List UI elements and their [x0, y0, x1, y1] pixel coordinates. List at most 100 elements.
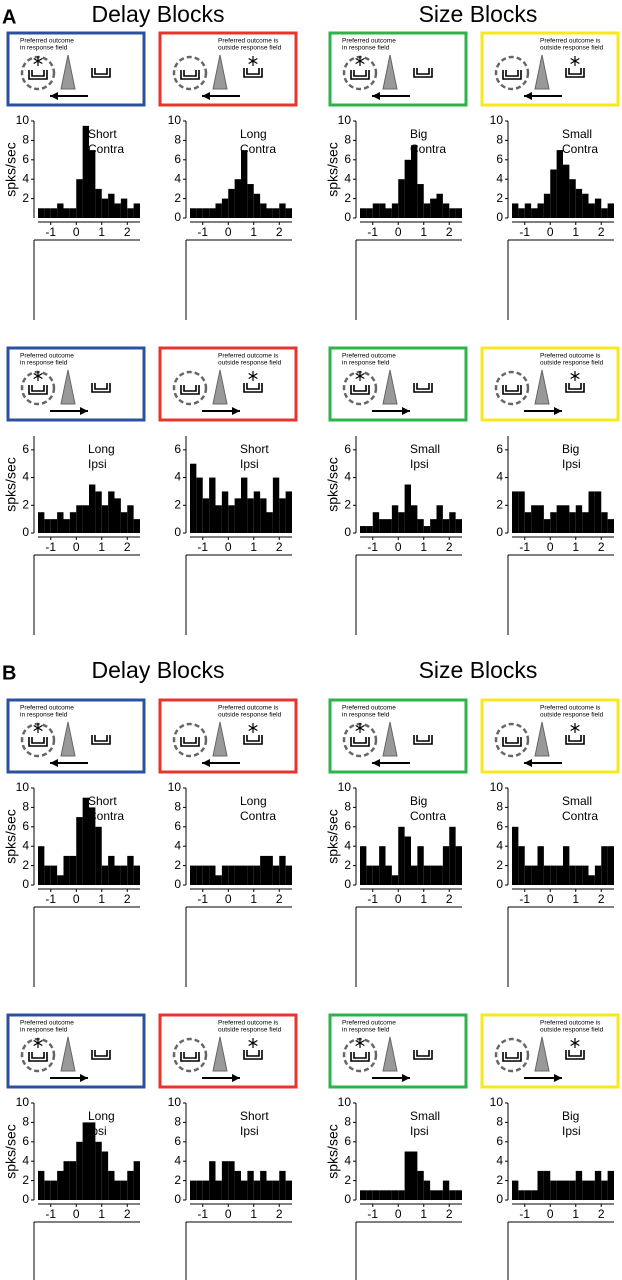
bar	[366, 865, 373, 885]
bar	[436, 1190, 443, 1200]
annotation: Ipsi	[240, 457, 259, 471]
well	[350, 1052, 370, 1062]
box-text: Preferred outcome	[342, 705, 396, 712]
bar	[582, 512, 589, 533]
bar	[209, 208, 216, 218]
annotation: Big	[562, 442, 579, 456]
bar	[366, 526, 373, 533]
annotation: Contra	[562, 142, 598, 156]
bar	[385, 865, 392, 885]
annotation: Contra	[562, 809, 598, 823]
rat	[382, 721, 398, 757]
bar	[57, 512, 64, 533]
well	[243, 735, 263, 745]
y-tick-label: 0	[174, 877, 181, 891]
bar	[196, 865, 203, 885]
y-tick-label: 0	[22, 525, 29, 539]
arrow-head	[80, 1074, 88, 1082]
bar	[366, 208, 373, 218]
bar	[582, 193, 589, 218]
bar	[63, 519, 70, 533]
bar	[582, 1180, 589, 1200]
bar	[196, 1180, 203, 1200]
asterisk	[570, 724, 580, 732]
rat	[60, 369, 76, 405]
bar	[372, 865, 380, 885]
x-tick-label: 1	[250, 892, 257, 906]
raster-frame	[355, 239, 462, 320]
annotation: Ipsi	[410, 457, 429, 471]
x-tick-label: -1	[45, 540, 56, 554]
bar	[556, 1180, 563, 1200]
bar	[202, 498, 210, 533]
bar	[569, 865, 576, 885]
bar	[247, 865, 254, 885]
box-text: outside response field	[218, 360, 282, 367]
y-tick-label: 6	[496, 819, 503, 833]
x-tick-label: 1	[420, 1207, 427, 1221]
box-text: in response field	[20, 360, 68, 367]
bar	[209, 477, 216, 533]
bar	[234, 179, 241, 218]
bar	[247, 184, 254, 218]
box-text: Preferred outcome is	[218, 705, 279, 712]
well	[91, 68, 111, 78]
box-text: Preferred outcome	[342, 38, 396, 45]
bar	[512, 826, 519, 885]
bar	[241, 1180, 248, 1200]
bar	[594, 491, 602, 533]
box-text: Preferred outcome	[20, 1020, 74, 1027]
x-tick-label: 0	[547, 540, 554, 554]
bar	[120, 198, 128, 218]
bar	[260, 203, 267, 218]
bar	[360, 846, 367, 885]
y-tick-label: 6	[174, 819, 181, 833]
raster-frame	[355, 906, 462, 987]
x-tick-label: 1	[98, 540, 105, 554]
bar	[38, 208, 45, 218]
y-tick-label: 6	[22, 819, 29, 833]
bar	[114, 865, 121, 885]
arrow-head	[232, 1074, 240, 1082]
bar	[360, 526, 367, 533]
annotation: Short	[88, 794, 117, 808]
x-tick-label: -1	[197, 1207, 208, 1221]
bar	[228, 865, 235, 885]
bar	[76, 817, 83, 885]
rat	[534, 369, 550, 405]
section-title: Size Blocks	[419, 657, 538, 683]
bar	[455, 208, 462, 218]
arrow-head	[372, 92, 380, 100]
well	[350, 385, 370, 395]
y-tick-label: 2	[174, 858, 181, 872]
bar	[537, 505, 544, 533]
bar	[120, 865, 128, 885]
y-tick-label: 8	[22, 1115, 29, 1129]
bar	[518, 491, 525, 533]
y-tick-label: 2	[496, 191, 503, 205]
annotation: Ipsi	[562, 457, 581, 471]
bar	[50, 519, 58, 533]
bar	[379, 1190, 386, 1200]
bar	[430, 519, 437, 533]
x-tick-label: 1	[572, 892, 579, 906]
arrow-head	[80, 407, 88, 415]
bar	[404, 484, 411, 533]
bar	[215, 505, 222, 533]
bar	[82, 1122, 89, 1200]
y-axis-label: spks/sec	[325, 457, 341, 511]
bar	[575, 188, 583, 218]
x-tick-label: 2	[446, 540, 453, 554]
annotation: Big	[410, 127, 427, 141]
bar	[430, 198, 437, 218]
box-text: outside response field	[540, 712, 604, 719]
y-tick-label: 10	[490, 1095, 504, 1109]
box-text: Preferred outcome is	[540, 705, 601, 712]
bar	[379, 519, 386, 533]
bar	[247, 1170, 254, 1200]
condition-box	[6, 31, 146, 107]
y-tick-label: 2	[496, 858, 503, 872]
bar	[398, 512, 405, 533]
